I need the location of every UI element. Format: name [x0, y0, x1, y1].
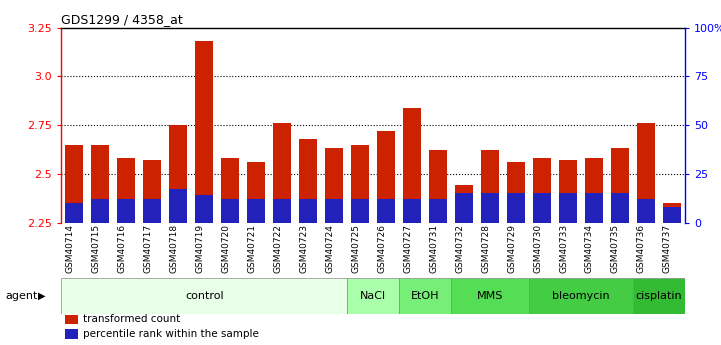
Bar [377, 199, 395, 223]
Bar [507, 193, 525, 223]
Bar [585, 193, 603, 223]
Text: GSM40714: GSM40714 [66, 224, 74, 273]
Bar [429, 199, 447, 223]
Bar [351, 145, 369, 223]
Bar [399, 278, 451, 314]
Text: GSM40721: GSM40721 [247, 224, 256, 273]
Bar [61, 278, 347, 314]
Bar [533, 158, 551, 223]
Bar [347, 278, 399, 314]
Bar [325, 199, 343, 223]
Text: control: control [185, 291, 224, 301]
Bar [143, 199, 162, 223]
Text: GSM40715: GSM40715 [92, 224, 100, 273]
Bar [247, 162, 265, 223]
Bar [507, 162, 525, 223]
Text: cisplatin: cisplatin [636, 291, 682, 301]
Bar [533, 193, 551, 223]
Text: GSM40734: GSM40734 [585, 224, 594, 273]
Bar [221, 158, 239, 223]
Bar [247, 199, 265, 223]
Bar [559, 193, 577, 223]
Bar [481, 150, 499, 223]
Bar [273, 123, 291, 223]
Text: NaCl: NaCl [360, 291, 386, 301]
Bar [273, 199, 291, 223]
Bar [429, 150, 447, 223]
Text: GSM40730: GSM40730 [533, 224, 542, 273]
Text: GSM40718: GSM40718 [169, 224, 178, 273]
Text: GSM40728: GSM40728 [481, 224, 490, 273]
Bar [143, 160, 162, 223]
Text: GDS1299 / 4358_at: GDS1299 / 4358_at [61, 13, 183, 27]
Text: GSM40719: GSM40719 [195, 224, 204, 273]
Text: GSM40731: GSM40731 [429, 224, 438, 273]
Text: EtOH: EtOH [411, 291, 439, 301]
Bar [377, 131, 395, 223]
Bar [351, 199, 369, 223]
Bar [455, 186, 473, 223]
Bar [91, 145, 110, 223]
Text: GSM40720: GSM40720 [221, 224, 230, 273]
Bar [637, 123, 655, 223]
Bar [559, 160, 577, 223]
Bar [611, 193, 629, 223]
Bar [633, 278, 685, 314]
Bar [65, 203, 84, 223]
Bar [299, 139, 317, 223]
Text: GSM40729: GSM40729 [507, 224, 516, 273]
Bar [455, 193, 473, 223]
Text: GSM40725: GSM40725 [351, 224, 360, 273]
Bar [195, 195, 213, 223]
Text: GSM40726: GSM40726 [377, 224, 386, 273]
Bar [585, 158, 603, 223]
Bar [221, 199, 239, 223]
Text: bleomycin: bleomycin [552, 291, 610, 301]
Text: GSM40737: GSM40737 [663, 224, 672, 273]
Bar [529, 278, 633, 314]
Bar [663, 203, 681, 223]
Text: percentile rank within the sample: percentile rank within the sample [83, 329, 259, 339]
Bar [325, 148, 343, 223]
Bar [403, 199, 421, 223]
Bar [403, 108, 421, 223]
Bar [637, 199, 655, 223]
Text: GSM40724: GSM40724 [325, 224, 334, 273]
Text: GSM40723: GSM40723 [299, 224, 308, 273]
Text: GSM40735: GSM40735 [611, 224, 620, 273]
Bar [451, 278, 529, 314]
Bar [481, 193, 499, 223]
Bar [169, 125, 187, 223]
Bar [299, 199, 317, 223]
Text: GSM40733: GSM40733 [559, 224, 568, 273]
Bar [663, 207, 681, 223]
Bar [195, 41, 213, 223]
Bar [65, 145, 84, 223]
Text: MMS: MMS [477, 291, 503, 301]
Text: GSM40717: GSM40717 [143, 224, 152, 273]
Bar [117, 158, 136, 223]
Text: GSM40716: GSM40716 [118, 224, 126, 273]
Bar [91, 199, 110, 223]
Bar [117, 199, 136, 223]
Text: transformed count: transformed count [83, 315, 180, 324]
Text: ▶: ▶ [37, 291, 45, 301]
Bar [611, 148, 629, 223]
Text: agent: agent [6, 291, 38, 301]
Text: GSM40722: GSM40722 [273, 224, 282, 273]
Bar [169, 189, 187, 223]
Text: GSM40732: GSM40732 [455, 224, 464, 273]
Text: GSM40727: GSM40727 [403, 224, 412, 273]
Text: GSM40736: GSM40736 [637, 224, 646, 273]
